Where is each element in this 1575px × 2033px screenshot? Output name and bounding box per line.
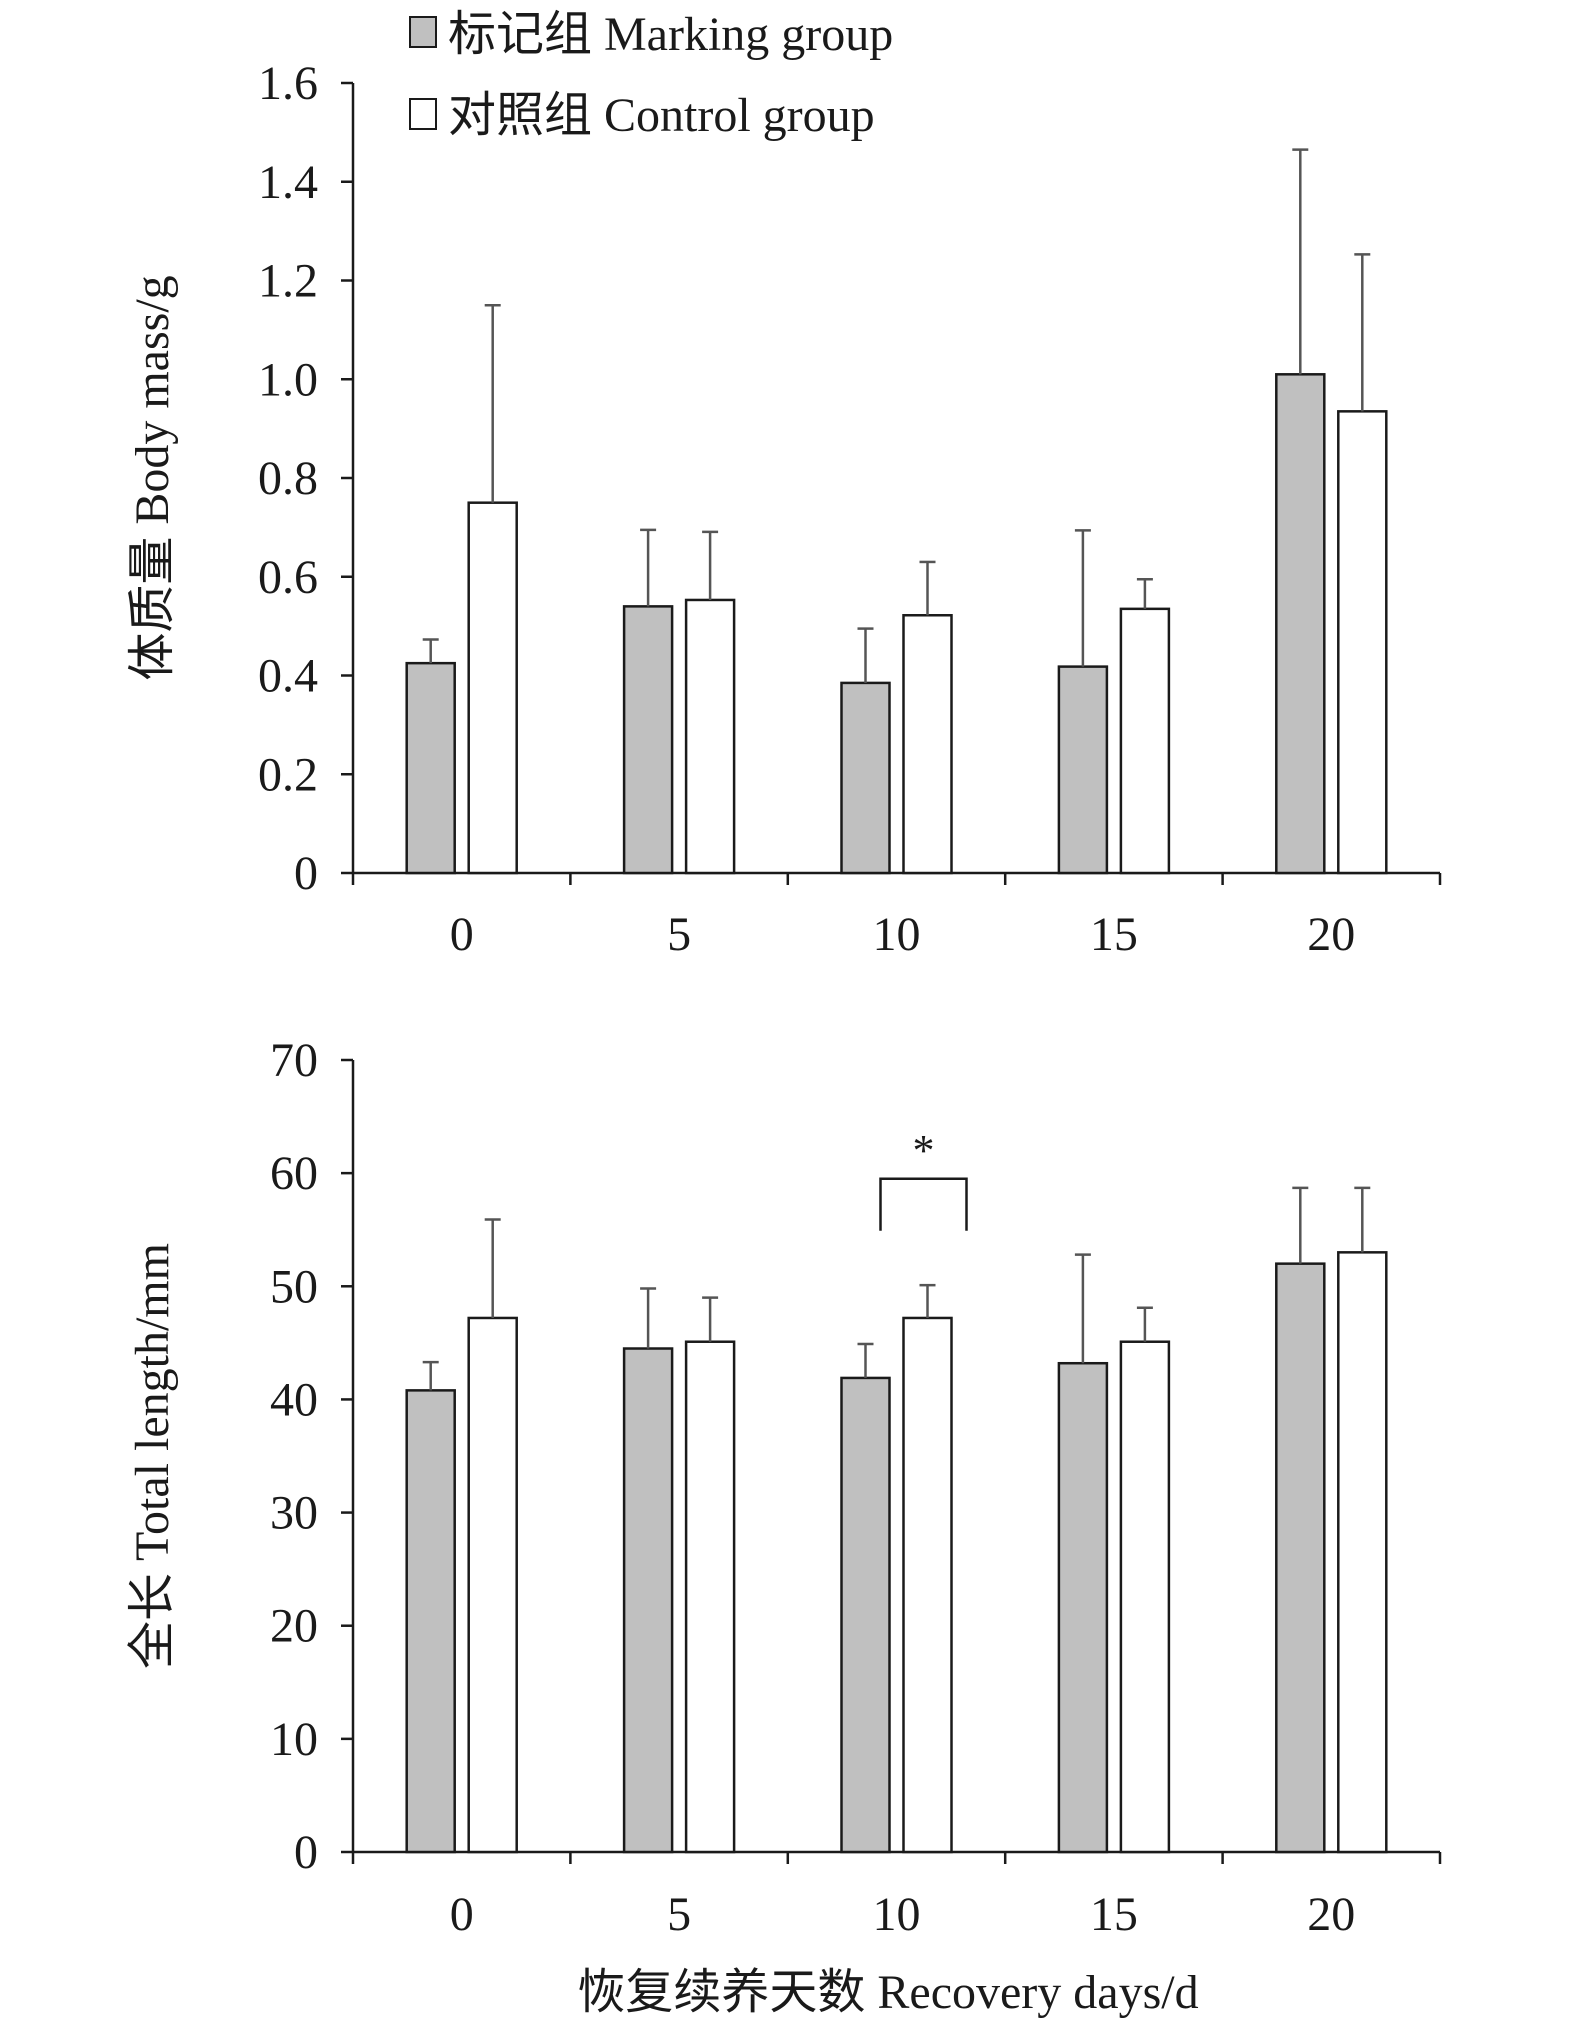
- bar-control-5: [684, 598, 736, 875]
- y-tick-label: 1.0: [258, 353, 318, 406]
- legend: 标记组 Marking group 对照组 Control group: [409, 8, 893, 142]
- y-tick-label: 70: [270, 1034, 318, 1087]
- y-tick-label: 1.2: [258, 255, 318, 308]
- bar-control-20: [1337, 410, 1388, 875]
- y-tick-label: 0.6: [258, 551, 318, 604]
- y-tick-label: 0: [294, 1826, 318, 1879]
- bar-marking-20: [1275, 1262, 1326, 1854]
- significance-bracket: [879, 1177, 968, 1231]
- legend-label-control: 对照组 Control group: [448, 89, 875, 142]
- bar-control-15: [1119, 1340, 1171, 1854]
- legend-swatch-control: [409, 98, 437, 130]
- bar-marking-15: [1057, 1361, 1109, 1854]
- x-tick-label: 15: [1090, 1888, 1138, 1941]
- y-axis-title: 全长 Total length/mm: [126, 1243, 179, 1669]
- bar-marking-5: [622, 1347, 674, 1854]
- bar-control-20: [1337, 1251, 1388, 1854]
- bar-control-0: [467, 1316, 518, 1854]
- bar-marking-0: [405, 661, 456, 875]
- legend-label-marking: 标记组 Marking group: [448, 8, 893, 61]
- bar-control-0: [467, 501, 518, 875]
- bar-control-10: [902, 614, 953, 875]
- bar-control-10: [902, 1316, 953, 1854]
- y-axis-title: 体质量 Body mass/g: [126, 275, 179, 680]
- x-tick-label: 5: [667, 908, 691, 961]
- x-tick-label: 15: [1090, 908, 1138, 961]
- y-tick-label: 10: [270, 1713, 318, 1766]
- bar-marking-15: [1057, 665, 1109, 875]
- bar-marking-10: [840, 681, 891, 875]
- x-tick-label: 0: [450, 908, 474, 961]
- x-tick-label: 10: [873, 908, 921, 961]
- x-tick-label: 5: [667, 1888, 691, 1941]
- body-mass-chart: 0 0.2 0.4 0.6 0.8 1.0 1.2 1.4 1.6 0 5 10 15 20 体质量 Bod…: [126, 57, 1442, 961]
- x-axis-title: 恢复续养天数 Recovery days/d: [577, 1966, 1198, 2019]
- x-tick-label: 0: [450, 1888, 474, 1941]
- bar-marking-5: [622, 605, 674, 875]
- y-tick-label: 1.6: [258, 57, 318, 110]
- bar-marking-0: [405, 1389, 456, 1854]
- x-tick-label: 20: [1307, 908, 1355, 961]
- legend-swatch-marking: [409, 16, 437, 48]
- y-tick-label: 0.2: [258, 748, 318, 801]
- total-length-chart: 0 10 20 30 40 50 60 70 0 5 10 15 20 全长 Total length/m…: [126, 1034, 1442, 1941]
- y-tick-label: 30: [270, 1487, 318, 1540]
- bar-marking-10: [840, 1376, 891, 1854]
- y-tick-label: 50: [270, 1260, 318, 1313]
- bar-control-5: [684, 1340, 736, 1854]
- y-tick-label: 0.4: [258, 650, 318, 703]
- y-tick-label: 20: [270, 1600, 318, 1653]
- bar-control-15: [1119, 607, 1171, 875]
- y-tick-label: 1.4: [258, 156, 318, 209]
- y-tick-label: 40: [270, 1373, 318, 1426]
- y-tick-label: 0: [294, 847, 318, 900]
- y-tick-label: 60: [270, 1147, 318, 1200]
- bar-marking-20: [1275, 373, 1326, 875]
- x-tick-label: 20: [1307, 1888, 1355, 1941]
- significance-star: *: [913, 1126, 935, 1175]
- y-tick-label: 0.8: [258, 452, 318, 505]
- x-tick-label: 10: [873, 1888, 921, 1941]
